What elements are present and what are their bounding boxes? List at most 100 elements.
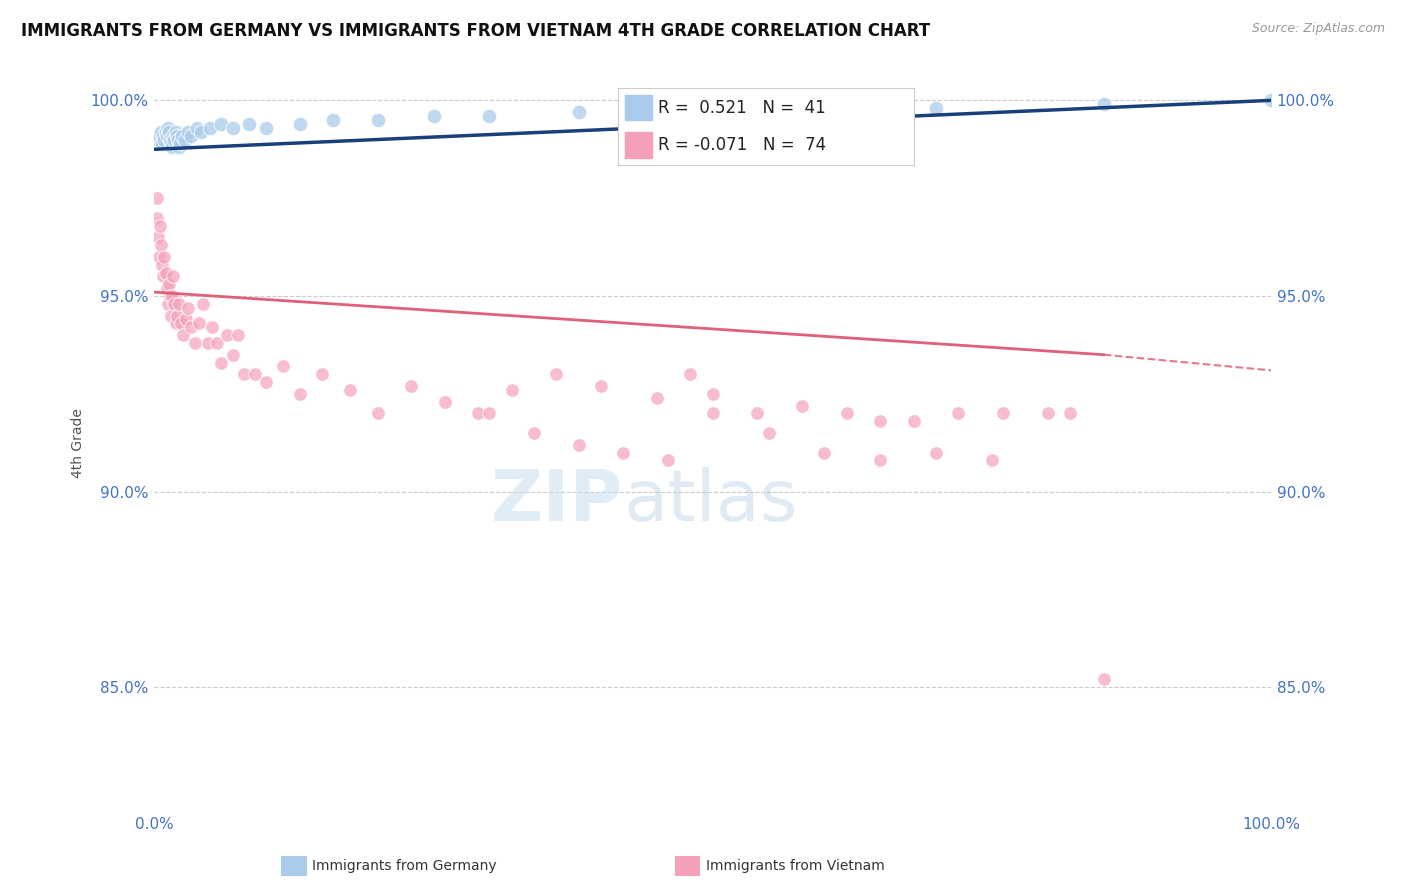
- Point: [173, 132, 195, 146]
- Point: [163, 132, 186, 146]
- Text: Immigrants from Vietnam: Immigrants from Vietnam: [706, 859, 884, 873]
- Point: [155, 266, 177, 280]
- Point: [903, 414, 925, 428]
- Text: IMMIGRANTS FROM GERMANY VS IMMIGRANTS FROM VIETNAM 4TH GRADE CORRELATION CHART: IMMIGRANTS FROM GERMANY VS IMMIGRANTS FR…: [21, 22, 931, 40]
- Point: [702, 406, 724, 420]
- Point: [177, 125, 200, 139]
- Point: [193, 297, 215, 311]
- Point: [339, 383, 361, 397]
- Text: atlas: atlas: [623, 467, 797, 536]
- Point: [146, 132, 169, 146]
- Point: [399, 379, 422, 393]
- Text: ZIP: ZIP: [491, 467, 623, 536]
- Point: [221, 120, 243, 135]
- Point: [612, 445, 634, 459]
- Point: [478, 406, 501, 420]
- Point: [226, 328, 249, 343]
- Point: [190, 125, 212, 139]
- Point: [160, 289, 183, 303]
- Point: [232, 368, 254, 382]
- Point: [166, 309, 188, 323]
- Text: Immigrants from Germany: Immigrants from Germany: [312, 859, 496, 873]
- Point: [367, 406, 389, 420]
- Point: [150, 258, 173, 272]
- Point: [568, 438, 591, 452]
- Point: [948, 406, 970, 420]
- Point: [167, 140, 190, 154]
- Point: [367, 112, 389, 127]
- Point: [835, 406, 858, 420]
- Point: [183, 336, 205, 351]
- Point: [478, 109, 501, 123]
- Point: [156, 120, 179, 135]
- Point: [174, 312, 197, 326]
- Point: [679, 368, 702, 382]
- Point: [869, 414, 891, 428]
- Point: [925, 101, 948, 115]
- Point: [702, 387, 724, 401]
- Point: [1092, 673, 1115, 687]
- Point: [162, 128, 184, 143]
- Point: [148, 250, 170, 264]
- Point: [160, 309, 183, 323]
- Point: [546, 368, 568, 382]
- Point: [501, 383, 523, 397]
- Point: [1059, 406, 1081, 420]
- Point: [1092, 97, 1115, 112]
- Point: [180, 320, 202, 334]
- Point: [523, 425, 546, 440]
- Point: [198, 120, 221, 135]
- Point: [163, 297, 186, 311]
- Point: [188, 317, 211, 331]
- Point: [221, 348, 243, 362]
- Point: [657, 453, 679, 467]
- Point: [981, 453, 1004, 467]
- Point: [150, 125, 173, 139]
- Point: [197, 336, 219, 351]
- Point: [153, 250, 176, 264]
- Point: [166, 132, 188, 146]
- Point: [288, 387, 311, 401]
- Point: [288, 117, 311, 131]
- Point: [156, 297, 179, 311]
- Point: [254, 120, 277, 135]
- Point: [869, 453, 891, 467]
- Point: [172, 128, 194, 143]
- Point: [758, 425, 780, 440]
- Point: [209, 355, 232, 369]
- Point: [159, 132, 181, 146]
- Point: [160, 140, 183, 154]
- Point: [165, 125, 187, 139]
- Point: [180, 128, 202, 143]
- Point: [149, 219, 172, 233]
- Point: [160, 136, 183, 151]
- Point: [172, 328, 194, 343]
- Point: [1260, 94, 1282, 108]
- Point: [991, 406, 1014, 420]
- Point: [166, 128, 188, 143]
- Point: [170, 317, 193, 331]
- Point: [254, 375, 277, 389]
- Point: [209, 117, 232, 131]
- Point: [145, 191, 167, 205]
- Point: [156, 281, 179, 295]
- Point: [645, 391, 668, 405]
- Point: [146, 230, 169, 244]
- Point: [159, 289, 181, 303]
- Point: [758, 101, 780, 115]
- Point: [467, 406, 489, 420]
- Point: [152, 128, 174, 143]
- Point: [155, 125, 177, 139]
- Point: [747, 406, 769, 420]
- Point: [271, 359, 294, 374]
- Point: [153, 132, 176, 146]
- Point: [568, 105, 591, 120]
- Point: [311, 368, 333, 382]
- Point: [433, 394, 456, 409]
- Point: [157, 277, 180, 292]
- Point: [165, 317, 187, 331]
- Point: [201, 320, 224, 334]
- Point: [243, 368, 266, 382]
- Point: [792, 399, 814, 413]
- Point: [150, 238, 173, 252]
